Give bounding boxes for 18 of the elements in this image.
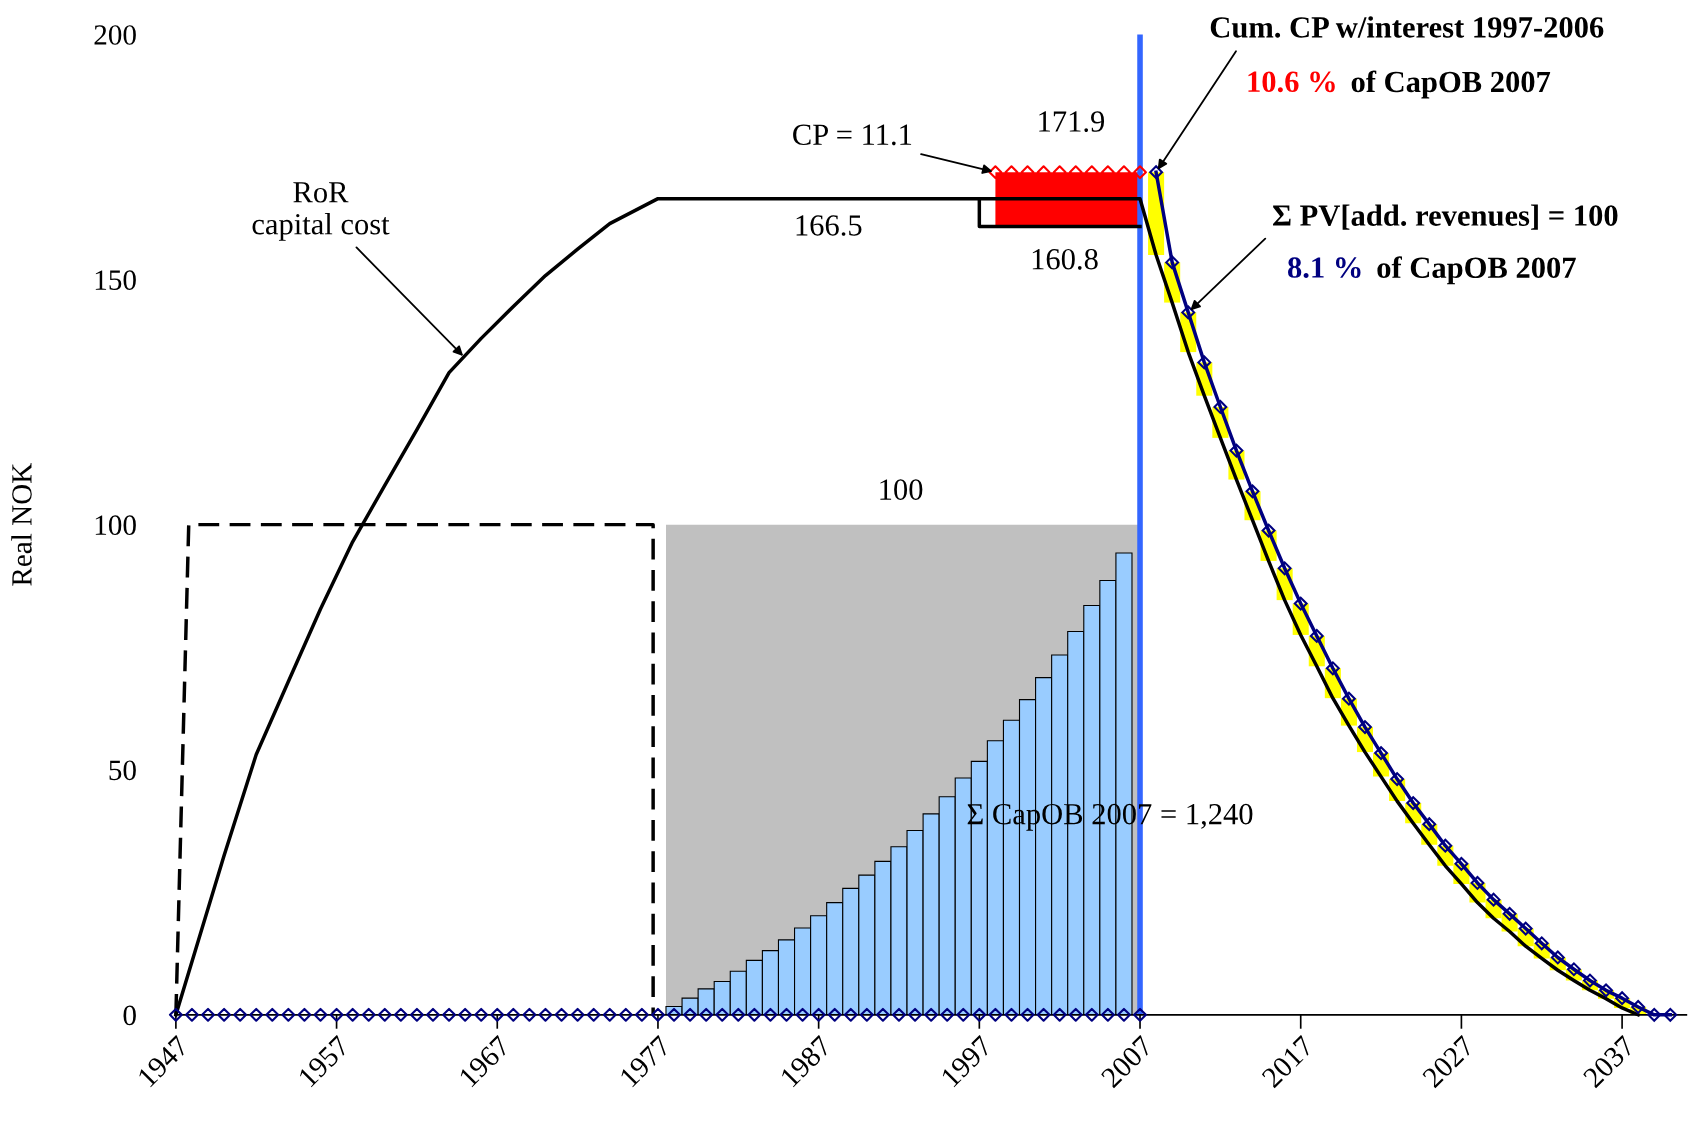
annotation: of CapOB 2007 xyxy=(1377,256,1576,285)
annotation: 100 xyxy=(880,479,923,500)
annotation: Σ PV[add. revenues] = 100 xyxy=(1273,204,1618,230)
annotation: CP = 11.1 xyxy=(793,124,912,146)
annotation: 10.6 % xyxy=(1248,71,1335,93)
annotation: 171.9 xyxy=(1039,111,1105,132)
y-tick-label: 200 xyxy=(94,25,136,45)
annotation: 160.8 xyxy=(1032,248,1098,270)
y-tick-label: 50 xyxy=(109,760,136,781)
annotation: 8.1 % xyxy=(1288,257,1361,279)
y-tick-label: 100 xyxy=(95,515,136,536)
annotation: RoR capital cost xyxy=(252,182,390,241)
y-tick-label: 150 xyxy=(95,270,136,290)
annotation: 166.5 xyxy=(796,215,862,236)
annotation: of CapOB 2007 xyxy=(1351,70,1551,99)
y-axis-title: Real NOK xyxy=(11,462,32,586)
y-tick-label: 0 xyxy=(123,1005,136,1026)
annotation: Cum. CP w/interest 1997-2006 xyxy=(1210,16,1604,38)
